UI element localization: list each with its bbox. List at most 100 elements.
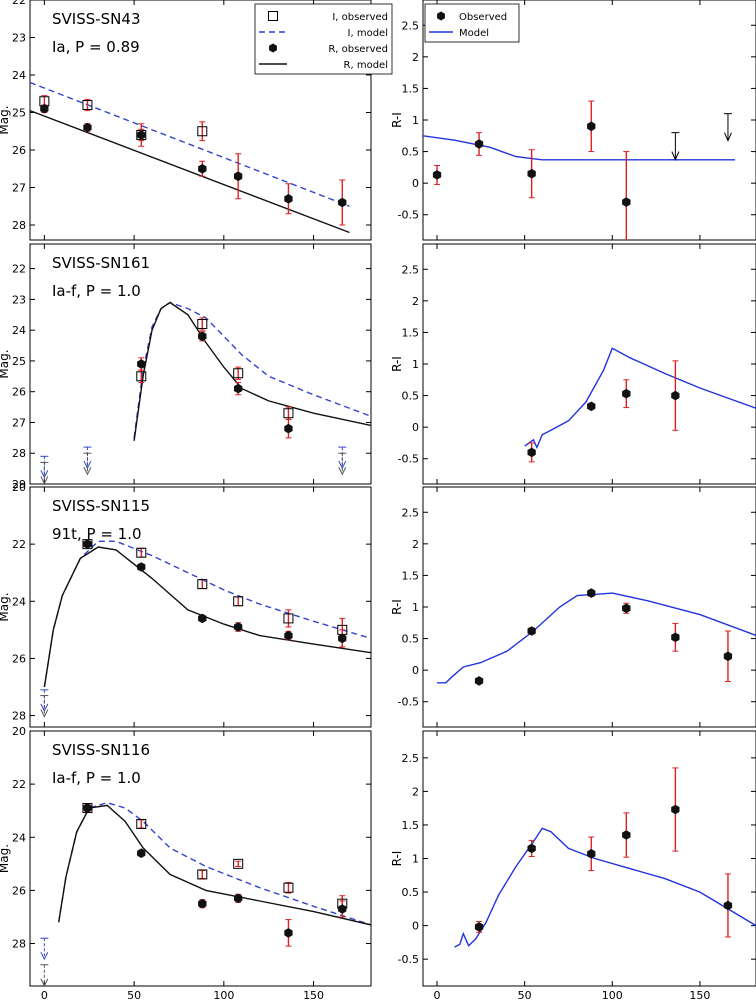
y-axis-label: Mag. bbox=[0, 105, 11, 134]
R-observed-point bbox=[198, 898, 207, 909]
R-observed-point bbox=[234, 893, 243, 904]
I-observed-point bbox=[197, 319, 208, 329]
y-tick-label: 1.5 bbox=[402, 82, 420, 95]
y-axis-label: Mag. bbox=[0, 349, 11, 378]
color-model-line bbox=[423, 135, 735, 161]
y-tick-label: 0 bbox=[412, 421, 419, 434]
panel-title: SVISS-SN43 bbox=[52, 10, 141, 28]
y-tick-label: 22 bbox=[12, 0, 26, 7]
I-upper-limit-arrow-head bbox=[338, 460, 347, 470]
plot-area bbox=[30, 81, 350, 234]
y-axis-label: Mag. bbox=[0, 592, 11, 621]
y-axis-label: R-I bbox=[390, 599, 404, 615]
I-observed-point bbox=[233, 368, 244, 379]
color-observed-point bbox=[622, 388, 631, 399]
y-tick-label: 2.5 bbox=[402, 506, 420, 519]
R-observed-point bbox=[83, 539, 92, 549]
I-observed-point bbox=[136, 818, 147, 829]
legend-label: Observed bbox=[459, 12, 507, 23]
I-observed-point bbox=[283, 408, 294, 419]
y-tick-label: 28 bbox=[12, 710, 26, 723]
y-tick-label: 1.5 bbox=[402, 326, 420, 339]
y-tick-label: 22 bbox=[12, 538, 26, 551]
y-tick-label: 1 bbox=[412, 114, 419, 127]
y-tick-label: -0.5 bbox=[398, 209, 419, 222]
I-observed-point bbox=[197, 126, 208, 137]
axes-frame bbox=[29, 0, 372, 241]
x-tick-label: 0 bbox=[41, 989, 48, 1001]
I-upper-limit-arrow-head bbox=[83, 460, 92, 470]
color-observed-point bbox=[527, 843, 536, 854]
y-tick-label: 2 bbox=[412, 295, 419, 308]
color-observed-point bbox=[527, 626, 536, 636]
legend-label: I, observed bbox=[332, 12, 388, 23]
color-observed-point bbox=[723, 900, 733, 911]
y-tick-label: 2.5 bbox=[402, 19, 420, 32]
R-model-line bbox=[43, 546, 371, 688]
plot-area bbox=[40, 301, 371, 484]
color-observed-point bbox=[622, 603, 631, 614]
panel-7: 0501001502022242628Mag.EpochSVISS-SN116I… bbox=[0, 725, 372, 1001]
color-observed-point bbox=[671, 390, 680, 401]
I-observed-point bbox=[197, 869, 208, 880]
upper-limit-arrowhead bbox=[671, 151, 680, 161]
y-tick-label: 2.5 bbox=[402, 263, 420, 276]
legend-hexagon-marker bbox=[437, 11, 445, 21]
color-observed-point bbox=[622, 197, 631, 207]
color-observed-point bbox=[527, 447, 536, 458]
y-tick-label: 25 bbox=[12, 355, 26, 368]
y-tick-label: 23 bbox=[12, 293, 26, 306]
y-tick-label: 26 bbox=[12, 144, 26, 157]
legend: Observed Model bbox=[424, 3, 520, 43]
y-tick-label: 25 bbox=[12, 107, 26, 120]
color-observed-point bbox=[474, 922, 484, 932]
panel-title: SVISS-SN115 bbox=[52, 497, 150, 515]
R-observed-point bbox=[234, 622, 243, 632]
panel-6: -0.5 0 0.5 1 1.5 2 2.5 R-I bbox=[390, 486, 756, 728]
I-model-line bbox=[30, 81, 350, 207]
y-tick-label: -0.5 bbox=[398, 453, 419, 466]
panel-title: SVISS-SN116 bbox=[52, 741, 150, 759]
panel-subtitle: Ia, P = 0.89 bbox=[52, 38, 140, 56]
y-tick-label: 27 bbox=[12, 182, 26, 195]
y-tick-label: 2 bbox=[412, 51, 419, 64]
I-model-line bbox=[58, 801, 371, 926]
legend-label: Model bbox=[459, 28, 489, 39]
R-observed-point bbox=[234, 383, 243, 394]
y-tick-label: 1 bbox=[412, 601, 419, 614]
x-tick-label: 150 bbox=[689, 989, 710, 1001]
y-tick-label: 0 bbox=[412, 177, 419, 190]
y-tick-label: 1 bbox=[412, 358, 419, 371]
axes-frame bbox=[422, 730, 756, 987]
panel-title: SVISS-SN161 bbox=[52, 254, 150, 272]
color-observed-point bbox=[474, 139, 484, 149]
y-tick-label: 0.5 bbox=[402, 633, 420, 646]
y-tick-label: 20 bbox=[12, 725, 26, 738]
y-tick-label: 28 bbox=[12, 938, 26, 951]
legend-hexagon-marker bbox=[269, 43, 277, 53]
y-tick-label: 24 bbox=[12, 69, 26, 82]
R-observed-point bbox=[137, 130, 146, 140]
y-tick-label: 0 bbox=[412, 920, 419, 933]
panel-subtitle: 91t, P = 1.0 bbox=[52, 525, 142, 543]
panel-2: -0.5 0 0.5 1 1.5 2 2.5 R-I Observed Model bbox=[390, 0, 756, 241]
y-tick-label: 22 bbox=[12, 263, 26, 276]
color-observed-point bbox=[671, 804, 680, 815]
I-observed-point bbox=[283, 613, 294, 624]
plot-area bbox=[40, 539, 371, 718]
x-tick-label: 50 bbox=[127, 989, 141, 1001]
R-observed-point bbox=[40, 103, 49, 114]
x-tick-label: 100 bbox=[213, 989, 234, 1001]
I-model-line bbox=[43, 540, 371, 688]
y-tick-label: 2 bbox=[412, 785, 419, 798]
color-observed-point bbox=[587, 849, 596, 859]
y-tick-label: 2.5 bbox=[402, 752, 420, 765]
R-observed-point bbox=[284, 423, 293, 434]
plot-area bbox=[423, 100, 735, 240]
y-tick-label: 1.5 bbox=[402, 819, 420, 832]
y-tick-label: 1 bbox=[412, 853, 419, 866]
color-observed-point bbox=[622, 830, 631, 840]
x-tick-label: 0 bbox=[434, 989, 441, 1001]
